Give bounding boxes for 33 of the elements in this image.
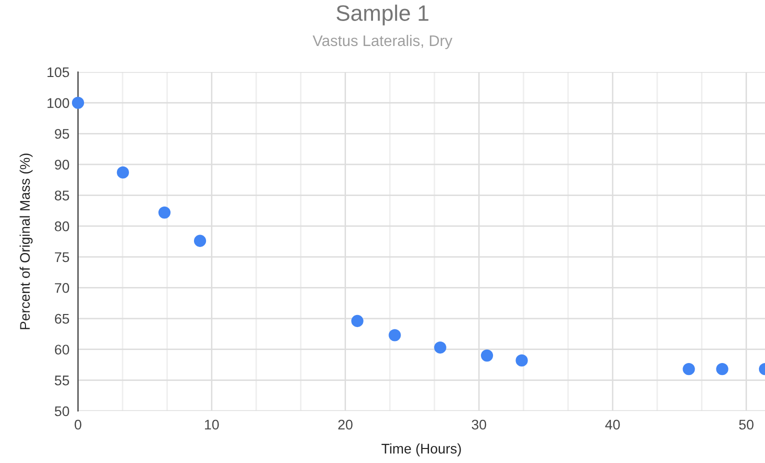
y-tick-label: 90: [54, 160, 70, 170]
point: [116, 166, 129, 179]
x-axis-title: Time (Hours): [382, 443, 461, 456]
y-tick-label: 55: [54, 376, 70, 386]
point: [388, 329, 401, 342]
x-tick-label: 40: [605, 420, 620, 430]
y-tick-label: 105: [48, 67, 70, 78]
y-tick-label: 85: [54, 190, 70, 200]
point: [194, 234, 206, 247]
y-tick-label: 80: [54, 221, 70, 232]
x-tick-label: 10: [204, 420, 219, 430]
x-tick-label: 20: [338, 420, 352, 430]
point: [480, 349, 494, 362]
point: [716, 363, 728, 376]
y-tick-label: 75: [54, 252, 70, 262]
chart-title: Sample 1: [336, 4, 428, 26]
chart-subtitle: Vastus Lateralis, Dry: [312, 34, 452, 50]
x-tick-label: 30: [472, 420, 486, 430]
x-tick-label: 0: [74, 420, 82, 430]
point: [434, 341, 446, 354]
y-axis-title: Percent of Original Mass (%): [20, 154, 33, 330]
y-tick-label: 65: [54, 314, 70, 324]
y-tick-label: 95: [54, 128, 70, 139]
point: [351, 314, 364, 328]
point: [682, 363, 695, 376]
y-tick-label: 70: [54, 283, 70, 293]
x-tick-label: 50: [739, 420, 754, 430]
y-tick-label: 100: [48, 98, 70, 108]
y-tick-label: 60: [54, 344, 70, 355]
point: [516, 354, 528, 367]
point: [158, 206, 171, 219]
point: [72, 96, 84, 109]
y-tick-label: 50: [54, 406, 70, 416]
